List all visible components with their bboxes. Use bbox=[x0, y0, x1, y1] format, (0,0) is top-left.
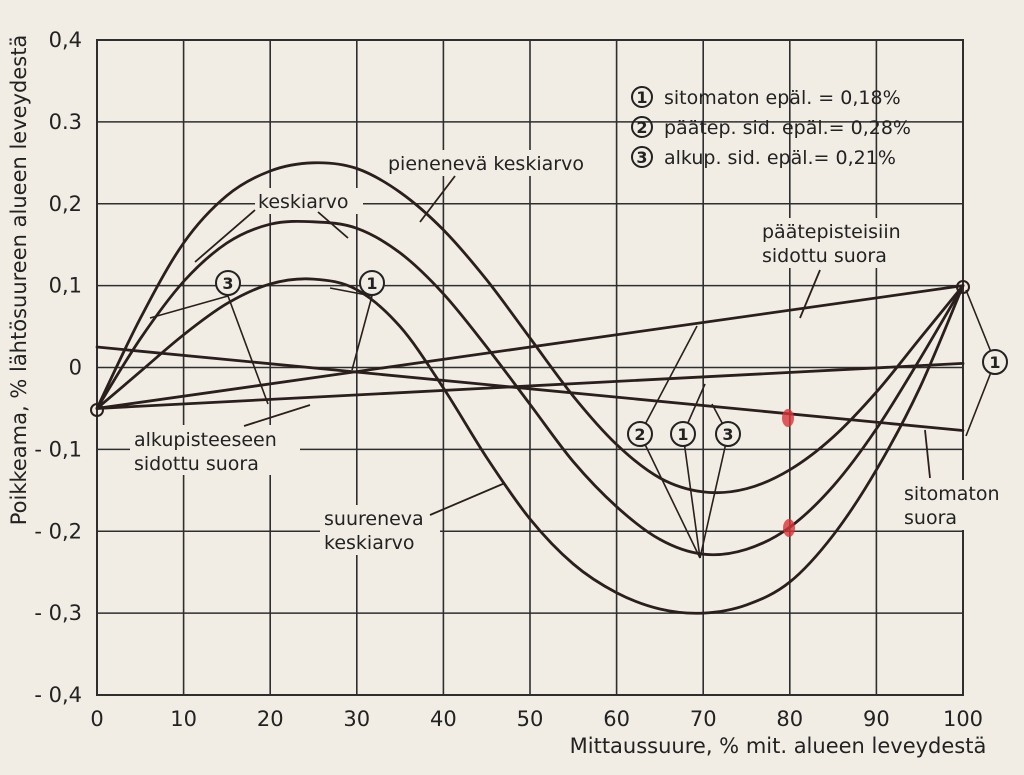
x-tick-label: 0 bbox=[90, 707, 103, 731]
y-tick-label: 0 bbox=[69, 356, 82, 380]
y-tick-label: - 0,2 bbox=[34, 519, 82, 543]
label-bg bbox=[320, 505, 440, 555]
label-suora: suora bbox=[904, 507, 957, 529]
callouts: 3 1 2 1 3 1 bbox=[149, 270, 1008, 559]
x-tick-label: 40 bbox=[430, 707, 457, 731]
callout-circle-3 bbox=[215, 270, 241, 296]
label-keskiarvo: keskiarvo bbox=[258, 191, 349, 213]
legend-num-1: 1 bbox=[636, 88, 647, 107]
legend-text-1: sitomaton epäl. = 0,18% bbox=[664, 87, 901, 109]
series-line-4 bbox=[95, 284, 965, 410]
red-mark bbox=[783, 519, 795, 537]
leader-pienenevä bbox=[419, 175, 456, 223]
label-keskiarvo-lower: keskiarvo bbox=[324, 532, 415, 554]
leader-sitomaton bbox=[924, 429, 931, 479]
label-päätepisteisiin: päätepisteisiin bbox=[762, 221, 901, 243]
label-bg bbox=[255, 188, 363, 214]
series-line-5 bbox=[95, 362, 965, 410]
y-tick-label: - 0,3 bbox=[34, 601, 82, 625]
series-line-2 bbox=[95, 219, 965, 557]
callout-circle-1 bbox=[982, 349, 1008, 375]
label-sidottu-suora-top: sidottu suora bbox=[762, 245, 887, 267]
y-tick-label: 0,1 bbox=[49, 274, 82, 298]
series-line-1 bbox=[95, 161, 965, 495]
legend-marker-2 bbox=[631, 116, 653, 138]
series-line-6 bbox=[95, 345, 965, 432]
callout-num-2: 2 bbox=[634, 425, 645, 444]
x-tick-label: 90 bbox=[863, 707, 890, 731]
leader-keskiarvo-left bbox=[194, 209, 256, 263]
legend-item-2: 2 päätep. sid. epäl.= 0,28% bbox=[631, 116, 911, 139]
callout-circle-1 bbox=[359, 270, 385, 296]
legend-marker-3 bbox=[631, 146, 653, 168]
legend-text-3: alkup. sid. epäl.= 0,21% bbox=[664, 147, 896, 169]
leader-päätepisteisiin bbox=[799, 269, 821, 319]
callout-circle-1 bbox=[670, 421, 696, 447]
x-tick-label: 60 bbox=[603, 707, 630, 731]
callout-leader bbox=[965, 361, 996, 437]
callout-num-1: 1 bbox=[989, 353, 1000, 372]
label-bg bbox=[900, 480, 1010, 530]
callout-leader bbox=[682, 433, 701, 559]
callout-leader bbox=[351, 295, 373, 371]
x-tick-label: 100 bbox=[943, 707, 983, 731]
callout-leader bbox=[699, 433, 729, 559]
legend-marker-1 bbox=[631, 86, 653, 108]
plot-lines bbox=[95, 161, 965, 615]
label-sidottu-suora-bottom: sidottu suorа bbox=[134, 453, 259, 475]
grid bbox=[96, 39, 964, 696]
legend: 1 sitomaton epäl. = 0,18% 2 päätep. sid.… bbox=[631, 86, 911, 169]
label-pienenevä-keskiarvo: pienenevä keskiarvo bbox=[388, 153, 584, 175]
callout-leader bbox=[639, 433, 701, 559]
x-tick-label: 70 bbox=[690, 707, 717, 731]
callout-num-3: 3 bbox=[722, 425, 733, 444]
plot-frame bbox=[96, 39, 964, 696]
series-line-3 bbox=[95, 277, 965, 615]
leader-keskiarvo-right bbox=[317, 211, 349, 239]
y-tick-label: 0,4 bbox=[49, 28, 82, 52]
legend-item-1: 1 sitomaton epäl. = 0,18% bbox=[631, 86, 901, 109]
callout-leader bbox=[227, 295, 269, 405]
label-bg bbox=[758, 218, 930, 268]
x-tick-label: 20 bbox=[257, 707, 284, 731]
legend-num-2: 2 bbox=[636, 118, 647, 137]
leader-suureneva bbox=[429, 482, 506, 516]
x-axis-title: Mittaussuure, % mit. alueen leveydestä bbox=[570, 734, 987, 758]
red-mark bbox=[782, 409, 794, 427]
end-point bbox=[956, 280, 970, 294]
legend-text-2: päätep. sid. epäl.= 0,28% bbox=[664, 117, 911, 139]
y-tick-label: - 0,4 bbox=[34, 683, 82, 707]
legend-num-3: 3 bbox=[636, 148, 647, 167]
y-tick-label: 0,2 bbox=[49, 192, 82, 216]
x-tick-label: 30 bbox=[343, 707, 370, 731]
callout-leader bbox=[149, 295, 229, 319]
legend-item-3: 3 alkup. sid. epäl.= 0,21% bbox=[631, 146, 896, 169]
callout-leader bbox=[639, 325, 698, 435]
label-bg bbox=[384, 150, 596, 176]
label-bg bbox=[130, 425, 300, 475]
tick-labels: 0 10 20 30 40 50 60 70 80 90 100 0,4 0.3 0,2 0,1 0 - 0,1… bbox=[34, 28, 983, 731]
callout-num-3: 3 bbox=[222, 274, 233, 293]
x-tick-label: 50 bbox=[517, 707, 544, 731]
x-tick-label: 80 bbox=[776, 707, 803, 731]
label-sitomaton: sitomaton bbox=[904, 483, 1000, 505]
callout-circle-3 bbox=[715, 421, 741, 447]
label-alkupisteeseen: alkupisteeseen bbox=[134, 429, 277, 451]
y-tick-label: 0.3 bbox=[49, 110, 82, 134]
callout-leader bbox=[329, 287, 373, 297]
annotations: pienenevä keskiarvo keskiarvo päätepiste… bbox=[130, 150, 1010, 555]
y-axis-title: Poikkeama, % lähtösuureen alueen leveyde… bbox=[7, 35, 31, 526]
y-tick-label: - 0,1 bbox=[34, 437, 82, 461]
callout-num-1: 1 bbox=[366, 274, 377, 293]
start-point bbox=[90, 403, 104, 417]
callout-circle-2 bbox=[627, 421, 653, 447]
callout-num-1: 1 bbox=[677, 425, 688, 444]
leader-alkupisteeseen bbox=[243, 404, 311, 427]
x-tick-label: 10 bbox=[170, 707, 197, 731]
label-suureneva: suureneva bbox=[324, 508, 424, 530]
